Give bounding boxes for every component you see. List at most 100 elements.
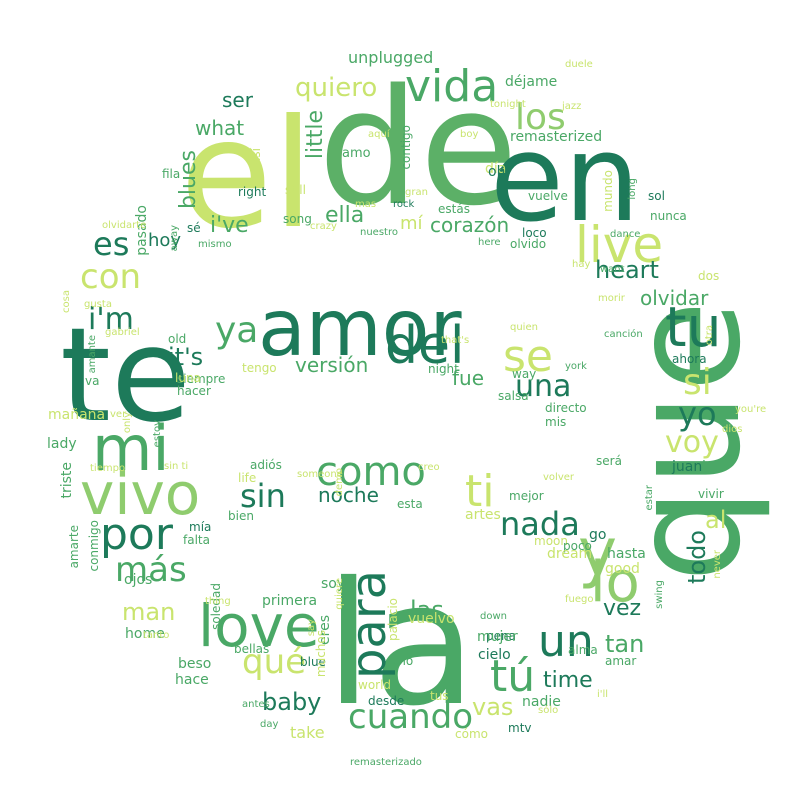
word-que: qué — [242, 642, 307, 682]
word-demo: demo — [334, 468, 345, 497]
word-go: go — [589, 527, 607, 543]
word-olvido: olvido — [510, 237, 547, 251]
word-con: con — [80, 257, 142, 297]
word-solo: solo — [389, 654, 414, 668]
word-you-re: you're — [735, 404, 767, 415]
word-lo: lo — [590, 550, 640, 615]
word-creo: creo — [418, 462, 440, 473]
word-mia: mía — [189, 520, 212, 534]
word-away: away — [169, 225, 180, 252]
word-tonight: tonight — [490, 99, 526, 110]
word-mas: más — [115, 550, 187, 590]
word-artes: artes — [465, 507, 501, 523]
word-cuando: cuando — [348, 697, 474, 737]
word-la: la — [325, 546, 477, 744]
word-cancion: canción — [604, 329, 643, 340]
word-i-m: i'm — [88, 302, 134, 337]
word-vuelvo: vuelvo — [408, 611, 455, 627]
word-tiempo: tiempo — [90, 463, 126, 474]
word-del: del — [385, 316, 465, 376]
word-say: say — [306, 619, 317, 637]
word-hoy: hoy — [148, 230, 182, 251]
word-nada: nada — [500, 505, 580, 543]
word-hay: hay — [572, 259, 591, 270]
word-old: old — [168, 332, 187, 346]
word-song: song — [283, 212, 312, 226]
word-oh: oh — [488, 164, 506, 180]
word-dos: dos — [698, 269, 720, 283]
word-olvidar: olvidar — [640, 286, 709, 310]
word-noche: noche — [318, 483, 379, 507]
word-cosa: cosa — [61, 290, 72, 313]
word-moon: moon — [534, 534, 568, 548]
word-ahora: ahora — [672, 352, 707, 366]
word-beso: beso — [178, 656, 212, 672]
word-amor: amor — [258, 284, 462, 374]
word-se: se — [503, 331, 553, 382]
word-life: life — [238, 471, 257, 485]
word-vuelve: vuelve — [528, 189, 568, 203]
word-jazz: jazz — [562, 101, 582, 112]
word-never: never — [712, 550, 723, 579]
word-tu: tú — [490, 651, 536, 702]
word-por: por — [100, 509, 173, 560]
word-vivo: vivo — [80, 460, 201, 528]
word-baby: baby — [262, 688, 322, 716]
word-luna: luna — [175, 371, 201, 385]
word-soy: soy — [321, 576, 346, 592]
word-salsa: salsa — [498, 389, 529, 403]
word-si: si — [683, 362, 712, 403]
word-that-s: that's — [441, 335, 470, 346]
word-right: right — [238, 185, 267, 199]
word-siempre: siempre — [177, 372, 226, 386]
word-quiere: quiere — [334, 578, 345, 610]
word-al: al — [705, 506, 727, 534]
word-esta: esta — [397, 497, 423, 511]
word-someone: someone — [297, 469, 343, 480]
word-estas: estás — [438, 202, 470, 216]
word-estoy: estoy — [152, 420, 163, 448]
word-nuestro: nuestro — [360, 227, 398, 238]
word-como: como — [316, 449, 426, 495]
word-voy: voy — [665, 425, 719, 460]
word-adios: adiós — [250, 458, 282, 472]
word-cielo: cielo — [478, 647, 511, 663]
word-blues: blues — [176, 150, 201, 210]
word-fila: fila — [162, 167, 181, 181]
word-solo: sólo — [538, 705, 559, 716]
word-yo: yo — [678, 395, 717, 433]
word-mtv: mtv — [508, 721, 532, 735]
word-tan: tan — [605, 630, 645, 658]
word-aqui: aquí — [368, 129, 390, 140]
word-take: take — [290, 723, 325, 742]
word-long: long — [627, 178, 638, 200]
word-te: te — [60, 299, 191, 451]
word-hasta: hasta — [607, 546, 646, 562]
word-boy: boy — [460, 129, 479, 140]
word-fue: fue — [452, 366, 485, 390]
word-antes: antes — [242, 699, 270, 710]
word-live: live — [575, 216, 664, 274]
word-contigo: contigo — [399, 125, 413, 170]
word-ver: ver — [110, 409, 127, 420]
word-man: man — [122, 598, 176, 626]
word-nadie: nadie — [522, 694, 561, 710]
word-mundo: mundo — [601, 170, 615, 212]
word-i-ve: i've — [210, 213, 249, 238]
word-time: time — [543, 668, 593, 693]
word-vida: vida — [405, 61, 499, 112]
word-mejor: mejor — [509, 489, 544, 503]
word-york: york — [565, 361, 587, 372]
word-duele: duele — [565, 59, 593, 70]
word-ser: ser — [222, 88, 253, 112]
word-vivir: vivir — [698, 487, 724, 501]
word-dance: dance — [610, 229, 641, 240]
word-tu: tu — [665, 295, 722, 359]
word-nunca: nunca — [650, 209, 687, 223]
word-blue: blue — [300, 655, 326, 669]
word-mi: mi — [92, 412, 170, 485]
word-va: va — [85, 374, 100, 388]
word-tus: tus — [430, 689, 449, 703]
word-mas: mas — [355, 199, 377, 210]
